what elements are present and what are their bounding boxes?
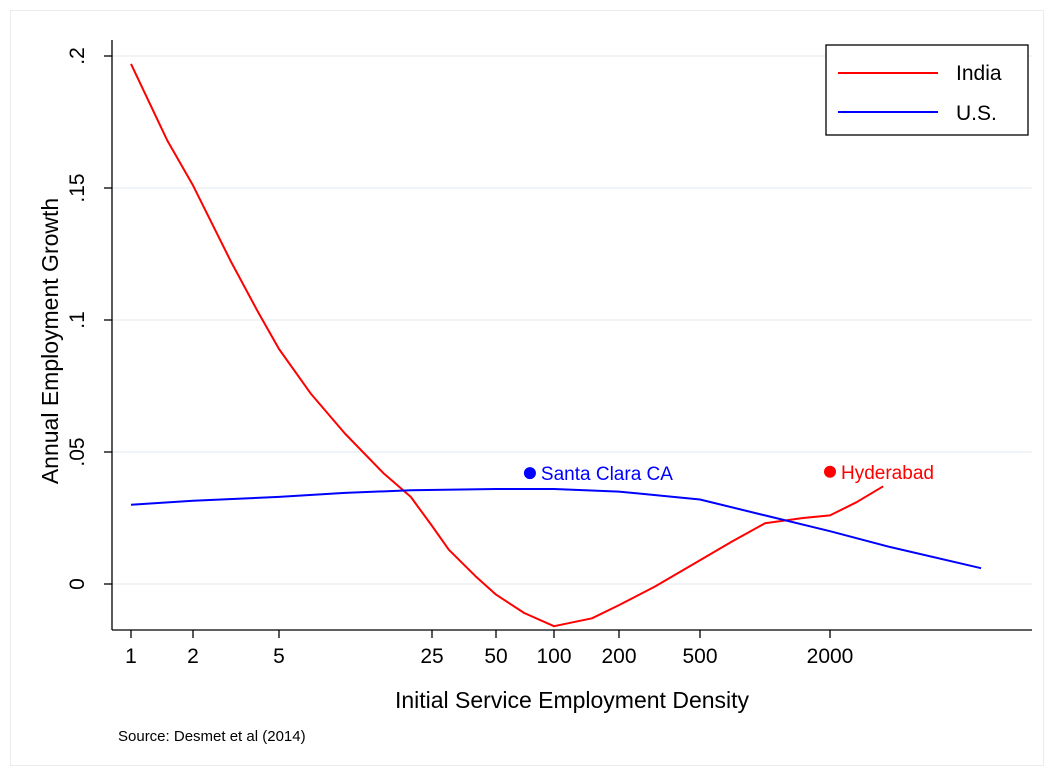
x-tick-label: 25 — [420, 645, 443, 668]
x-axis-title: Initial Service Employment Density — [395, 687, 750, 713]
annotation-marker — [824, 465, 836, 478]
y-tick-label: .1 — [66, 311, 89, 329]
source-note: Source: Desmet et al (2014) — [118, 728, 306, 745]
legend-label-us: U.S. — [956, 102, 997, 125]
y-ticks: 0 .05 .1 .15 .2 — [66, 47, 112, 590]
annotations-layer: Santa Clara CA Hyderabad — [523, 463, 934, 485]
legend: India U.S. — [825, 44, 1029, 136]
x-tick-label: 5 — [273, 645, 285, 668]
x-ticks: 1 2 5 25 50 100 200 500 2000 — [125, 630, 853, 668]
x-tick-label: 2 — [187, 645, 199, 668]
y-tick-label: .05 — [66, 437, 89, 466]
series-layer — [130, 63, 982, 628]
series-line-u-s — [130, 488, 982, 570]
axes-layer — [111, 40, 1032, 631]
x-tick-label: 500 — [682, 645, 717, 668]
chart-frame — [10, 10, 1044, 766]
series-line-india — [130, 63, 884, 628]
y-tick-label: .15 — [66, 173, 89, 202]
y-axis-title: Annual Employment Growth — [37, 198, 63, 484]
x-tick-label: 50 — [484, 645, 507, 668]
annotation-marker — [523, 467, 536, 480]
x-tick-label: 100 — [536, 645, 571, 668]
legend-label-india: India — [956, 62, 1002, 85]
x-tick-label: 2000 — [807, 645, 854, 668]
y-tick-label: .2 — [66, 47, 89, 65]
y-tick-label: 0 — [66, 578, 89, 590]
annotation-label: Santa Clara CA — [541, 464, 673, 485]
x-tick-label: 200 — [601, 645, 636, 668]
legend-box — [825, 44, 1029, 136]
x-tick-label: 1 — [125, 645, 137, 668]
annotation-label: Hyderabad — [841, 463, 934, 484]
